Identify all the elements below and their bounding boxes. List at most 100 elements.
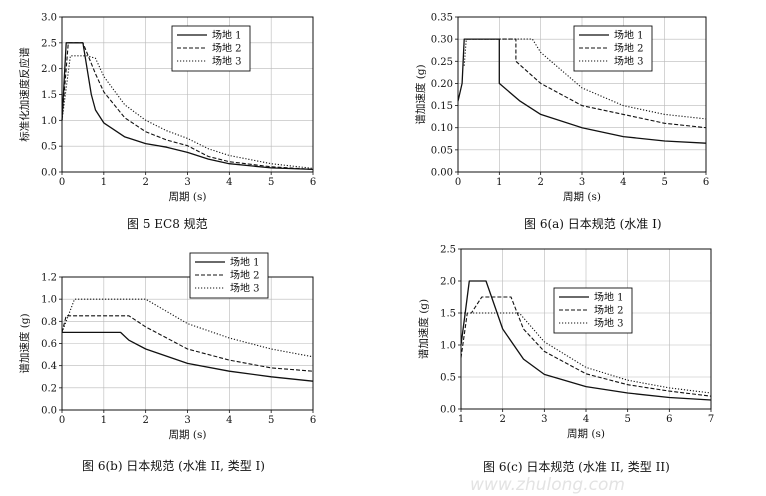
chart-panel-3: 0 1 2 3 4 5 6 0.0 0.2 0.4 0.6 0.8 1.0 1.2 场地 1场地 2场地 3…: [18, 252, 316, 473]
figure-caption: 图 6(c) 日本规范 (水准 II, 类型 II): [483, 459, 670, 474]
legend-label: 场地 3: [230, 282, 260, 295]
chart-panel-1: 0 1 2 3 4 5 6 0.0 0.5 1.0 1.5 2.0 2.5 3.0 场地 1场地 2场地 3…: [18, 13, 316, 232]
y-tick-label: 0.25: [431, 57, 453, 68]
y-tick-label: 0.20: [431, 79, 453, 90]
x-tick-label: 3: [184, 415, 190, 426]
series-line-1: [61, 42, 314, 171]
series-line-3: [463, 38, 707, 120]
y-tick-label: 2.5: [41, 38, 57, 49]
x-tick-label: 4: [226, 177, 232, 188]
x-axis-label: 周期 (s): [169, 191, 207, 203]
x-tick-label: 1: [458, 414, 464, 425]
x-tick-label: 4: [620, 177, 626, 188]
x-tick-label: 0: [455, 177, 461, 188]
legend-label: 场地 3: [594, 317, 624, 330]
y-tick-label: 0.15: [431, 101, 453, 112]
y-tick-label: 0.8: [41, 317, 57, 328]
figure-caption: 图 5 EC8 规范: [127, 216, 208, 231]
y-tick-label: 2.0: [440, 277, 456, 288]
plot-frame: [457, 16, 707, 173]
y-tick-label: 0.05: [431, 145, 453, 156]
x-tick-label: 5: [661, 177, 667, 188]
y-tick-label: 0.4: [41, 361, 57, 372]
x-tick-label: 2: [537, 177, 543, 188]
chart-panel-2: 0 1 2 3 4 5 6 0.00 0.05 0.10 0.15 0.20 0.25 0.30 0.35 场…: [414, 13, 709, 232]
x-tick-label: 4: [583, 414, 589, 425]
legend-label: 场地 2: [230, 269, 260, 282]
figure-caption: 图 6(b) 日本规范 (水准 II, 类型 I): [82, 458, 265, 473]
x-tick-label: 5: [268, 177, 274, 188]
y-tick-label: 1.0: [41, 116, 57, 127]
y-tick-label: 0.6: [41, 339, 57, 350]
x-tick-label: 1: [496, 177, 502, 188]
x-tick-label: 3: [184, 177, 190, 188]
series-line-3: [461, 312, 712, 394]
series-line-2: [466, 38, 707, 129]
plot-frame: [460, 248, 712, 410]
legend-label: 场地 1: [230, 256, 260, 269]
legend-label: 场地 2: [212, 42, 242, 55]
y-tick-label: 0.10: [431, 123, 453, 134]
legend-label: 场地 1: [594, 291, 624, 304]
series-line-1: [460, 280, 712, 401]
x-tick-label: 3: [579, 177, 585, 188]
y-tick-label: 1.0: [41, 295, 57, 306]
x-tick-label: 2: [142, 415, 148, 426]
y-tick-label: 0.2: [41, 383, 57, 394]
legend-label: 场地 1: [212, 29, 242, 42]
series-line-1: [62, 331, 314, 382]
y-tick-label: 0.00: [431, 168, 453, 179]
legend-label: 场地 3: [614, 55, 644, 68]
legend-label: 场地 2: [594, 304, 624, 317]
x-tick-label: 1: [101, 177, 107, 188]
y-axis-label: 谱加速度 (g): [414, 64, 427, 124]
y-tick-label: 2.5: [440, 245, 456, 256]
legend-label: 场地 1: [614, 29, 644, 42]
x-tick-label: 2: [499, 414, 505, 425]
series-line-2: [460, 296, 712, 397]
y-tick-label: 0.0: [440, 405, 456, 416]
y-tick-label: 0.35: [431, 13, 453, 24]
figure-caption: 图 6(a) 日本规范 (水准 I): [524, 216, 662, 231]
legend-label: 场地 3: [212, 55, 242, 68]
x-tick-label: 5: [268, 415, 274, 426]
x-tick-label: 1: [101, 415, 107, 426]
x-tick-label: 0: [59, 177, 65, 188]
y-tick-label: 1.2: [41, 273, 57, 284]
y-tick-label: 0.30: [431, 35, 453, 46]
y-axis-label: 谱加速度 (g): [417, 299, 430, 359]
y-tick-label: 0.5: [440, 373, 456, 384]
plot-frame: [61, 16, 314, 173]
x-tick-label: 4: [226, 415, 232, 426]
x-tick-label: 7: [708, 414, 714, 425]
x-tick-label: 3: [541, 414, 547, 425]
x-tick-label: 6: [666, 414, 672, 425]
x-axis-label: 周期 (s): [567, 428, 605, 440]
series-line-2: [61, 42, 314, 170]
y-axis-label: 标准化加速度反应谱: [18, 47, 31, 142]
y-tick-label: 1.5: [440, 309, 456, 320]
watermark: www.zhulong.com: [470, 475, 625, 495]
y-tick-label: 0.0: [41, 406, 57, 417]
x-tick-label: 2: [142, 177, 148, 188]
y-tick-label: 1.5: [41, 90, 57, 101]
x-tick-label: 6: [310, 177, 316, 188]
y-axis-label: 谱加速度 (g): [18, 313, 31, 373]
y-tick-label: 2.0: [41, 64, 57, 75]
series-line-1: [457, 38, 707, 144]
legend-label: 场地 2: [614, 42, 644, 55]
x-tick-label: 0: [59, 415, 65, 426]
y-tick-label: 0.5: [41, 142, 57, 153]
x-tick-label: 5: [624, 414, 630, 425]
plot-frame: [61, 276, 314, 411]
y-tick-label: 0.0: [41, 168, 57, 179]
series-line-3: [61, 55, 314, 169]
x-tick-label: 6: [703, 177, 709, 188]
x-axis-label: 周期 (s): [563, 191, 601, 203]
x-axis-label: 周期 (s): [169, 429, 207, 441]
series-line-2: [61, 315, 314, 372]
y-tick-label: 1.0: [440, 341, 456, 352]
chart-panel-4: 1 2 3 4 5 6 7 0.0 0.5 1.0 1.5 2.0 2.5 场地 1场地 2场地 3 周期 …: [417, 245, 714, 475]
y-tick-label: 3.0: [41, 13, 57, 24]
